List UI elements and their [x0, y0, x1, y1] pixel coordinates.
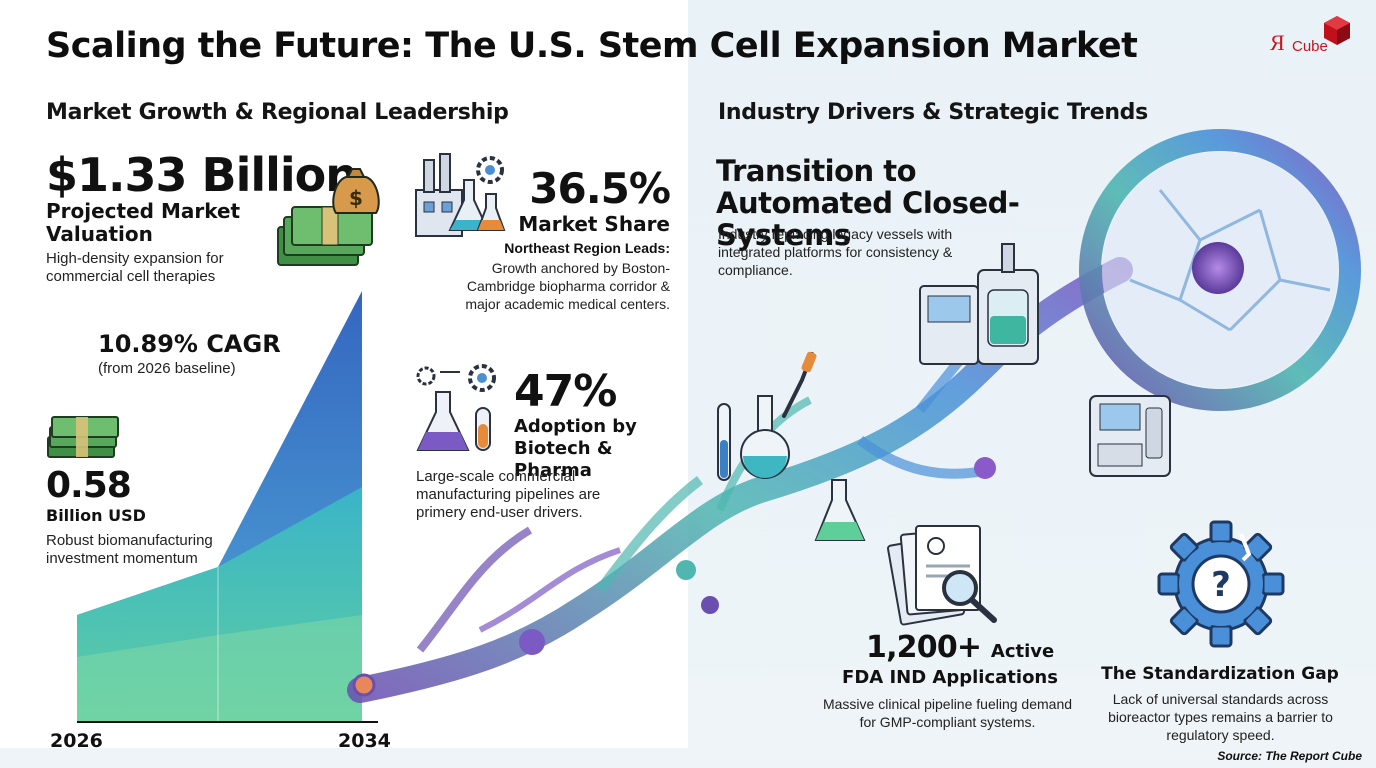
page-title: Scaling the Future: The U.S. Stem Cell E…	[46, 26, 1138, 66]
neuron-node	[519, 629, 545, 655]
section-heading-market-growth: Market Growth & Regional Leadership	[46, 100, 509, 125]
svg-text:?: ?	[1211, 565, 1231, 605]
valuation-label: Projected Market Valuation	[46, 199, 241, 246]
valuation-description: High-density expansion for commercial ce…	[46, 250, 224, 285]
market-share-region: Northeast Region Leads:	[504, 240, 670, 256]
fda-description: Massive clinical pipeline fueling demand…	[822, 696, 1073, 730]
adoption-description: Large-scale commercial manufacturing pip…	[416, 468, 601, 521]
neuron-node	[352, 673, 376, 697]
automation-title: Transition to Automated Closed-Systems	[716, 154, 1020, 252]
section-heading-industry-drivers: Industry Drivers & Strategic Trends	[718, 100, 1148, 125]
fda-label: FDA IND Applications	[842, 667, 1058, 688]
factory-lab-icon	[415, 153, 506, 237]
fda-value-number: 1,200+	[866, 630, 982, 665]
lab-analyzer-icon	[1089, 395, 1171, 477]
lab-flask-gear-icon	[416, 364, 496, 451]
standardization-description: Lack of universal standards across biore…	[1108, 691, 1333, 743]
pipette-icon	[782, 351, 817, 418]
svg-text:$: $	[349, 186, 363, 210]
cell-nucleus	[1192, 242, 1244, 294]
conical-flask-icon	[814, 479, 866, 541]
adoption-label: Adoption by Biotech & Pharma	[514, 416, 637, 481]
logo-mark: Я	[1270, 30, 1285, 55]
chart-year-start: 2026	[50, 730, 103, 752]
investment-unit: Billion USD	[46, 506, 146, 525]
money-bag-icon: $	[277, 168, 380, 266]
market-share-label: Market Share	[518, 212, 670, 236]
standardization-title: The Standardization Gap	[1101, 664, 1339, 684]
bioreactor-icon	[919, 243, 1039, 365]
logo-cube-icon	[1324, 16, 1350, 45]
gear-question-icon: ?	[1157, 520, 1285, 648]
market-growth-area-chart	[77, 291, 378, 723]
chart-year-end: 2034	[338, 730, 391, 752]
documents-search-icon	[887, 525, 997, 626]
footer-strip	[0, 748, 1376, 768]
source-note: Source: The Report Cube	[1217, 749, 1362, 763]
adoption-value: 47%	[514, 366, 617, 417]
cagr-value: 10.89% CAGR	[98, 330, 281, 358]
neuron-node	[676, 560, 696, 580]
cell-body	[1079, 129, 1361, 411]
stem-cell-neuron-illustration	[347, 129, 1361, 703]
round-flask-icon	[740, 395, 790, 479]
neuron-node	[974, 457, 996, 479]
logo: Я Cube	[1266, 16, 1358, 60]
money-stack-icon	[47, 416, 119, 458]
investment-description: Robust biomanufacturing investment momen…	[46, 532, 213, 567]
fda-value-suffix: Active	[990, 641, 1055, 662]
logo-text: Cube	[1292, 38, 1328, 55]
automation-description: Industry replacing legacy vessels with i…	[718, 226, 953, 278]
investment-value: 0.58	[46, 465, 132, 506]
test-tube-icon	[717, 403, 731, 481]
neuron-node	[701, 596, 719, 614]
chart-area-base	[77, 615, 362, 722]
market-share-description: Growth anchored by Boston-Cambridge biop…	[465, 260, 670, 312]
fda-value: 1,200+ Active	[866, 630, 1054, 665]
valuation-value: $1.33 Billion	[46, 148, 358, 202]
market-share-value: 36.5%	[529, 164, 671, 213]
cagr-note: (from 2026 baseline)	[98, 360, 236, 377]
